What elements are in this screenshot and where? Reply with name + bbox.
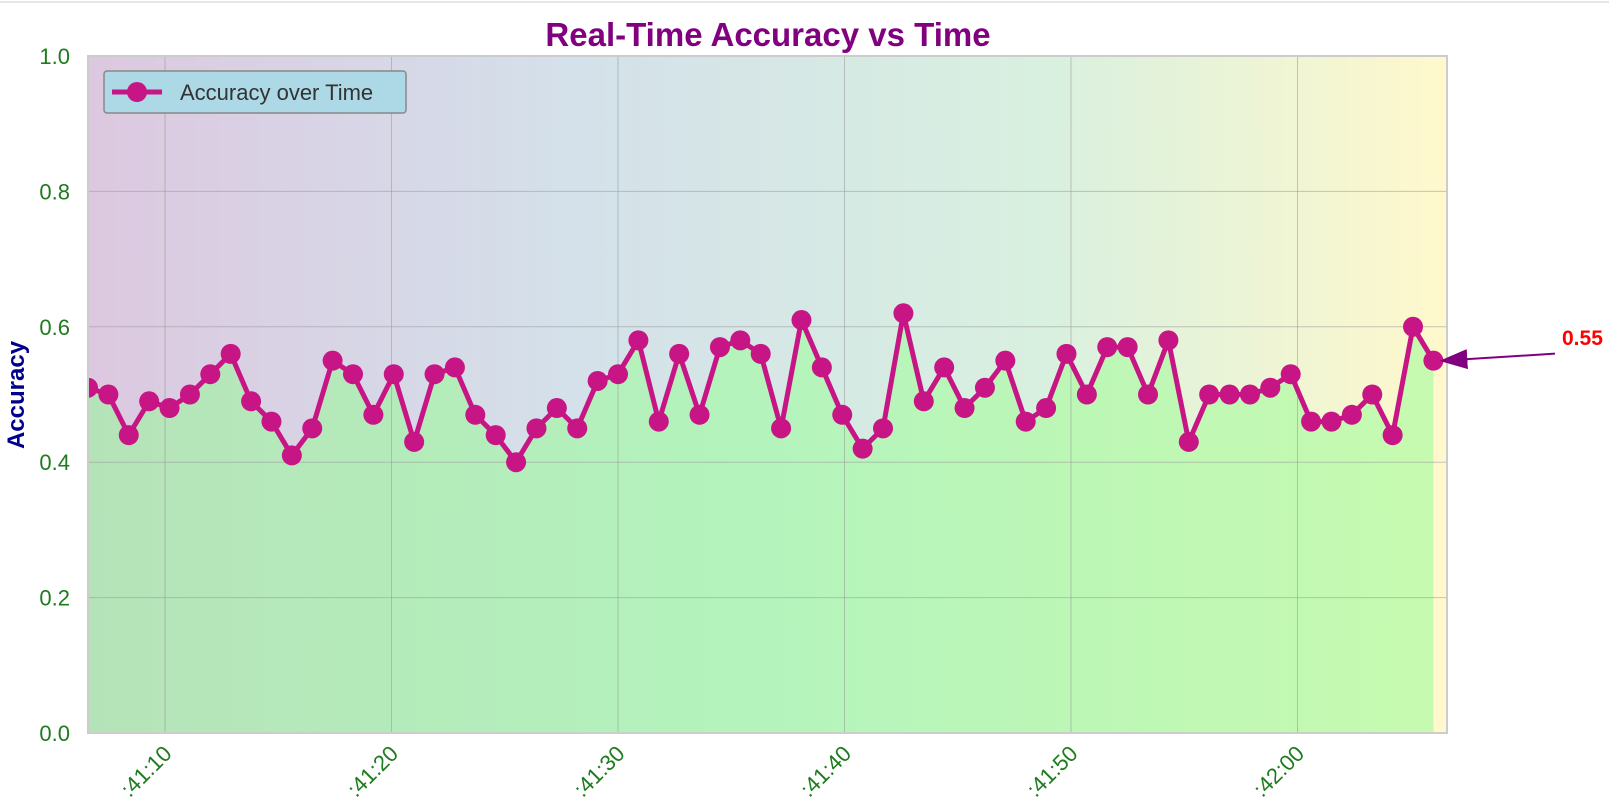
data-point (995, 350, 1016, 371)
data-point (730, 330, 751, 351)
data-point (1423, 350, 1444, 371)
data-point (1260, 377, 1281, 398)
data-point (220, 343, 241, 364)
data-point (200, 364, 221, 385)
data-point (98, 384, 119, 405)
data-point (750, 343, 771, 364)
last-value-annotation: 0.55 (1439, 327, 1603, 370)
y-axis-label: Accuracy (3, 340, 30, 449)
data-point (159, 398, 180, 419)
data-point (811, 357, 832, 378)
data-point (1076, 384, 1097, 405)
plot-frame (87, 55, 1448, 734)
data-point (1158, 330, 1179, 351)
data-point (1015, 411, 1036, 432)
data-point (302, 418, 323, 439)
x-tick-label: :42:00 (1248, 741, 1309, 802)
data-point (546, 398, 567, 419)
data-point (444, 357, 465, 378)
data-point (954, 398, 975, 419)
data-point (485, 425, 506, 446)
data-point (709, 337, 730, 358)
data-point (587, 370, 608, 391)
data-point (1056, 343, 1077, 364)
data-point (179, 384, 200, 405)
legend-box (103, 70, 407, 114)
data-point (424, 364, 445, 385)
data-point (567, 418, 588, 439)
data-point (913, 391, 934, 412)
x-tick-label: :41:40 (795, 741, 856, 802)
data-point (1341, 404, 1362, 425)
data-point (404, 431, 425, 452)
data-point (669, 343, 690, 364)
chart-title: Real-Time Accuracy vs Time (545, 16, 990, 53)
data-point (241, 391, 262, 412)
data-point (832, 404, 853, 425)
y-tick-label: 0.4 (39, 450, 70, 475)
data-point (1301, 411, 1322, 432)
data-point (608, 364, 629, 385)
data-point (974, 377, 995, 398)
data-point (363, 404, 384, 425)
y-tick-label: 0.0 (39, 721, 70, 746)
y-axis-ticks: 0.0 0.2 0.4 0.6 0.8 1.0 (39, 44, 70, 746)
data-point (1280, 364, 1301, 385)
x-tick-label: :41:20 (342, 741, 403, 802)
data-point (1138, 384, 1159, 405)
data-point (1362, 384, 1383, 405)
data-point (261, 411, 282, 432)
data-point (1382, 425, 1403, 446)
legend: Accuracy over Time (103, 70, 407, 114)
x-tick-label: :41:10 (116, 741, 177, 802)
series-layer (88, 303, 1444, 473)
data-point (791, 310, 812, 331)
y-tick-label: 0.2 (39, 586, 70, 611)
data-point (383, 364, 404, 385)
y-tick-label: 0.6 (39, 315, 70, 340)
data-point (893, 303, 914, 324)
y-tick-label: 0.8 (39, 179, 70, 204)
data-point (1178, 431, 1199, 452)
legend-marker-swatch (127, 82, 147, 102)
data-point (1403, 316, 1424, 337)
data-point (322, 350, 343, 371)
data-point (873, 418, 894, 439)
data-point (1097, 337, 1118, 358)
data-point (648, 411, 669, 432)
data-point (1239, 384, 1260, 405)
data-point (771, 418, 792, 439)
annotation-arrow (1439, 349, 1556, 370)
data-point (343, 364, 364, 385)
data-point (1117, 337, 1138, 358)
x-axis-ticks: :41:10 :41:20 :41:30 :41:40 :41:50 :42:00 (116, 741, 1309, 802)
data-point (526, 418, 547, 439)
data-point (88, 377, 98, 398)
data-point (139, 391, 160, 412)
data-point (1321, 411, 1342, 432)
data-point (1219, 384, 1240, 405)
data-point (934, 357, 955, 378)
data-point (506, 452, 527, 473)
y-tick-label: 1.0 (39, 44, 70, 69)
x-tick-label: :41:30 (569, 741, 630, 802)
data-point (1199, 384, 1220, 405)
data-point (281, 445, 302, 466)
area-under-line (88, 313, 1434, 733)
data-point (689, 404, 710, 425)
data-point (628, 330, 649, 351)
area-fill-layer (88, 313, 1434, 733)
data-point (852, 438, 873, 459)
data-point (1036, 398, 1057, 419)
data-point (465, 404, 486, 425)
x-tick-label: :41:50 (1022, 741, 1083, 802)
data-point (118, 425, 139, 446)
annotation-text: 0.55 (1562, 327, 1603, 350)
legend-label: Accuracy over Time (180, 80, 373, 105)
